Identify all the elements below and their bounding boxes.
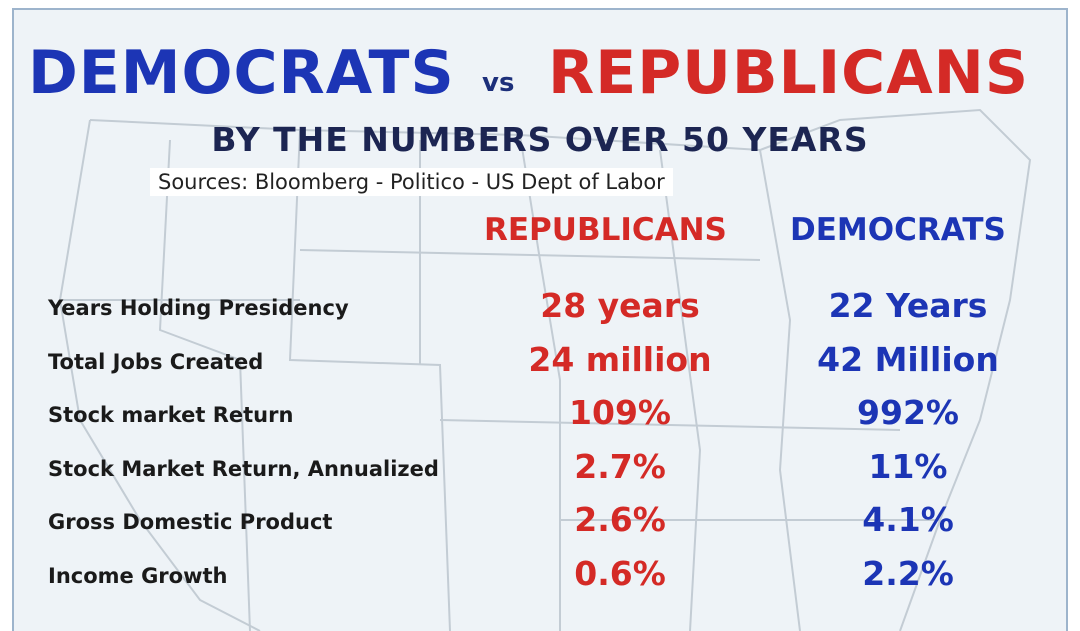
democrat-value: 2.2%	[862, 553, 954, 593]
republican-value: 109%	[569, 393, 671, 432]
democrat-value: 992%	[857, 393, 959, 432]
subtitle: BY THE NUMBERS OVER 50 YEARS	[211, 120, 869, 159]
democrat-value: 22 Years	[828, 286, 988, 325]
title-republicans: REPUBLICANS	[548, 38, 1030, 108]
republican-value: 24 million	[528, 339, 712, 379]
column-header: REPUBLICANS	[484, 212, 727, 248]
row-label: Gross Domestic Product	[48, 510, 333, 534]
democrat-value: 4.1%	[862, 500, 954, 539]
sources: Sources: Bloomberg - Politico - US Dept …	[150, 168, 673, 196]
row-label: Years Holding Presidency	[48, 296, 349, 320]
frame	[12, 8, 1068, 631]
row-label: Total Jobs Created	[48, 349, 264, 374]
row-label: Stock market Return	[48, 403, 294, 427]
democrat-value: 11%	[868, 446, 948, 486]
column-header: DEMOCRATS	[790, 212, 1006, 248]
republican-value: 2.7%	[574, 446, 666, 486]
republican-value: 28 years	[540, 286, 700, 325]
row-label: Income Growth	[48, 563, 228, 588]
republican-value: 2.6%	[574, 500, 666, 539]
republican-value: 0.6%	[574, 553, 666, 593]
title-democrats: DEMOCRATS	[28, 38, 455, 108]
row-label: Stock Market Return, Annualized	[48, 456, 439, 481]
democrat-value: 42 Million	[817, 339, 999, 379]
title-vs: vs	[482, 68, 515, 98]
